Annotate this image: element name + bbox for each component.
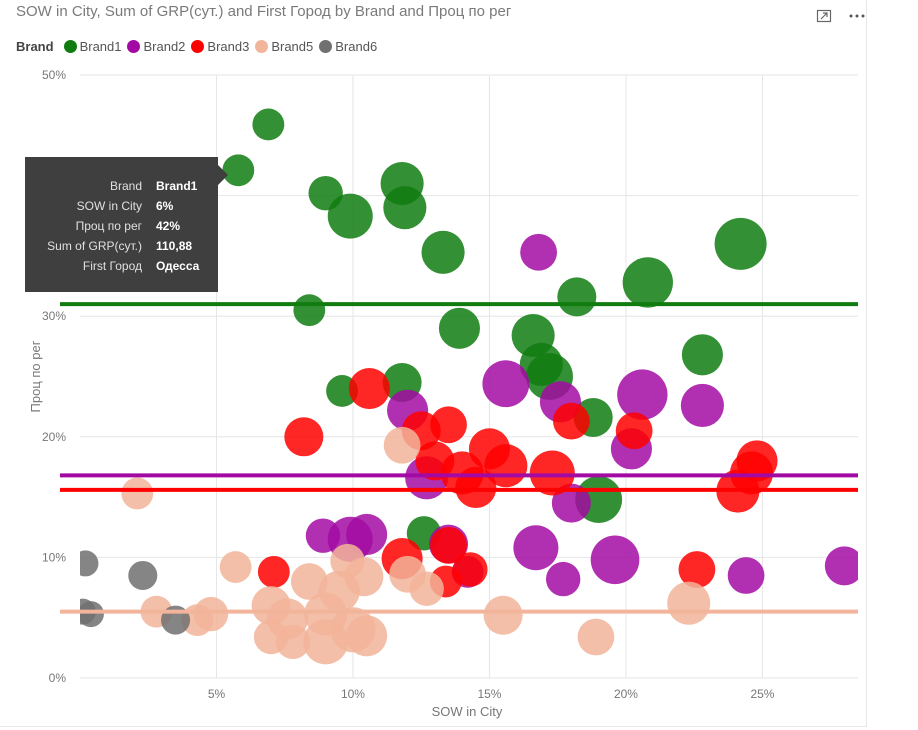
bubble-brand5[interactable]: [383, 426, 421, 464]
tooltip-row-grp: Sum of GRP(сут.) 110,88: [25, 236, 218, 256]
tooltip-value: 6%: [156, 199, 174, 213]
x-tick-label: 5%: [208, 687, 226, 701]
x-tick-label: 25%: [750, 687, 774, 701]
tooltip-value: Одесса: [156, 259, 200, 273]
bubble-brand2[interactable]: [513, 525, 559, 571]
bubble-brand5[interactable]: [290, 563, 328, 600]
bubble-brand5[interactable]: [275, 624, 311, 660]
bubble-brand3[interactable]: [529, 450, 575, 496]
chart-title: SOW in City, Sum of GRP(сут.) and First …: [16, 3, 512, 20]
bubble-brand1[interactable]: [222, 154, 255, 187]
bubble-brand5[interactable]: [219, 551, 252, 583]
bubble-brand3[interactable]: [615, 412, 653, 450]
bubble-brand3[interactable]: [453, 552, 488, 587]
legend-item-brand2[interactable]: Brand2: [127, 39, 185, 54]
legend-marker-icon: [191, 39, 205, 53]
legend: Brand Brand1 Brand2 Brand3 Brand5 Brand6: [16, 36, 383, 56]
tooltip-label: Проц по рег: [75, 219, 142, 233]
legend-label: Brand3: [207, 38, 250, 54]
bubble-brand1[interactable]: [421, 230, 465, 274]
bubble-brand1[interactable]: [622, 257, 673, 308]
bubble-brand1[interactable]: [557, 277, 597, 317]
tooltip-value: 42%: [156, 219, 181, 233]
bubble-brand2[interactable]: [545, 561, 581, 597]
more-options-icon[interactable]: [848, 6, 866, 29]
tooltip-pointer: [218, 165, 228, 185]
x-axis-title: SOW in City: [432, 704, 503, 719]
legend-marker-icon: [319, 39, 333, 53]
tooltip-label: Sum of GRP(сут.): [47, 239, 142, 253]
bubble-brand5[interactable]: [346, 615, 388, 657]
legend-item-brand3[interactable]: Brand3: [191, 39, 249, 54]
tooltip-value: 110,88: [156, 239, 193, 253]
bubble-brand1[interactable]: [383, 186, 427, 230]
bubble-brand1[interactable]: [327, 193, 373, 239]
focus-mode-icon[interactable]: [816, 6, 832, 29]
y-tick-label: 50%: [42, 68, 66, 82]
bubble-brand2[interactable]: [346, 513, 388, 556]
y-axis-title: Проц по рег: [28, 340, 43, 412]
bubble-layer: [72, 108, 864, 665]
legend-marker-icon: [255, 39, 269, 53]
tooltip-label: SOW in City: [76, 199, 142, 213]
tooltip-value: Brand1: [156, 179, 198, 193]
legend-label: Brand5: [271, 38, 314, 54]
tooltip-row-brand: Brand Brand1: [25, 176, 218, 196]
tooltip: Brand Brand1 SOW in City 6% Проц по рег …: [25, 157, 218, 292]
legend-item-brand1[interactable]: Brand1: [63, 38, 122, 54]
legend-label: Brand6: [335, 38, 378, 54]
legend-marker-icon: [63, 39, 77, 53]
x-tick-label: 20%: [614, 687, 638, 701]
legend-title: Brand: [16, 38, 54, 54]
bubble-brand6[interactable]: [72, 550, 99, 577]
bubble-brand2[interactable]: [727, 557, 765, 594]
legend-item-brand5[interactable]: Brand5: [255, 39, 313, 54]
bubble-brand2[interactable]: [590, 535, 640, 585]
x-tick-label: 15%: [477, 687, 501, 701]
legend-item-brand6[interactable]: Brand6: [319, 39, 377, 54]
bubble-brand2[interactable]: [824, 546, 864, 586]
legend-label: Brand1: [79, 38, 122, 54]
bubble-brand5[interactable]: [667, 581, 711, 625]
bubble-brand3[interactable]: [552, 402, 590, 440]
bubble-brand3[interactable]: [455, 466, 497, 509]
bubble-brand5[interactable]: [193, 596, 229, 632]
bubble-brand6[interactable]: [128, 560, 158, 591]
bubble-brand3[interactable]: [284, 417, 324, 457]
tooltip-row-city: First Город Одесса: [25, 256, 218, 276]
x-tick-label: 10%: [341, 687, 365, 701]
bubble-brand1[interactable]: [681, 334, 723, 376]
bubble-brand3[interactable]: [348, 368, 390, 410]
bubble-brand5[interactable]: [303, 619, 349, 665]
bubble-brand5[interactable]: [409, 571, 444, 606]
tooltip-label: Brand: [109, 179, 142, 193]
legend-marker-icon: [127, 39, 141, 53]
bubble-brand2[interactable]: [482, 360, 530, 408]
y-tick-label: 10%: [42, 550, 66, 564]
y-tick-label: 0%: [49, 671, 67, 685]
bubble-brand5[interactable]: [121, 477, 154, 510]
legend-label: Brand2: [143, 38, 186, 54]
bubble-brand3[interactable]: [678, 551, 716, 588]
tooltip-row-proc: Проц по рег 42%: [25, 216, 218, 236]
tooltip-label: First Город: [82, 259, 142, 273]
bubble-brand2[interactable]: [617, 369, 668, 420]
bubble-brand2[interactable]: [680, 383, 724, 428]
bubble-brand1[interactable]: [252, 108, 285, 141]
bubble-brand1[interactable]: [438, 307, 481, 349]
bubble-brand1[interactable]: [714, 217, 767, 270]
y-tick-label: 30%: [42, 309, 66, 323]
y-tick-label: 20%: [42, 430, 66, 444]
tooltip-row-sow: SOW in City 6%: [25, 196, 218, 216]
bubble-brand3[interactable]: [430, 526, 467, 564]
bubble-brand1[interactable]: [293, 294, 326, 327]
bubble-brand2[interactable]: [520, 233, 557, 271]
bubble-brand3[interactable]: [257, 555, 290, 588]
bubble-brand5[interactable]: [577, 618, 615, 656]
visual-header: [816, 6, 872, 26]
bubble-brand5[interactable]: [483, 595, 523, 635]
